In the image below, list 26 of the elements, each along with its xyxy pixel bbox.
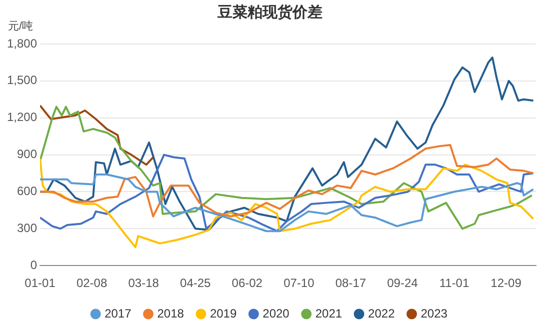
x-tick-label: 03-18 xyxy=(128,276,160,290)
legend-label: 2018 xyxy=(157,306,184,320)
legend-label: 2019 xyxy=(210,306,237,320)
y-tick-label: 600 xyxy=(17,184,38,198)
y-tick-label: 1,200 xyxy=(7,110,38,124)
y-tick-label: 0 xyxy=(30,258,38,272)
x-tick-label: 01-01 xyxy=(24,276,56,290)
y-axis-title: 元/吨 xyxy=(8,20,34,33)
x-tick-label: 02-08 xyxy=(76,276,108,290)
legend-label: 2023 xyxy=(420,306,448,320)
x-tick-label: 11-01 xyxy=(439,276,470,290)
x-tick-label: 06-02 xyxy=(232,276,263,290)
chart-title: 豆菜粕现货价差 xyxy=(216,4,322,22)
legend-label: 2020 xyxy=(262,306,290,320)
x-tick-label: 09-24 xyxy=(387,276,418,290)
x-tick-label: 07-10 xyxy=(284,276,315,290)
x-tick-label: 08-17 xyxy=(335,276,366,290)
x-tick-label: 04-25 xyxy=(180,276,212,290)
legend-label: 2021 xyxy=(315,306,342,320)
legend-label: 2017 xyxy=(104,306,132,320)
legend-label: 2022 xyxy=(368,306,396,320)
x-tick-label: 12-09 xyxy=(490,276,522,290)
y-tick-label: 1,500 xyxy=(7,73,38,88)
y-tick-label: 300 xyxy=(17,220,38,235)
y-tick-label: 1,800 xyxy=(7,36,38,50)
y-tick-label: 900 xyxy=(17,147,38,162)
